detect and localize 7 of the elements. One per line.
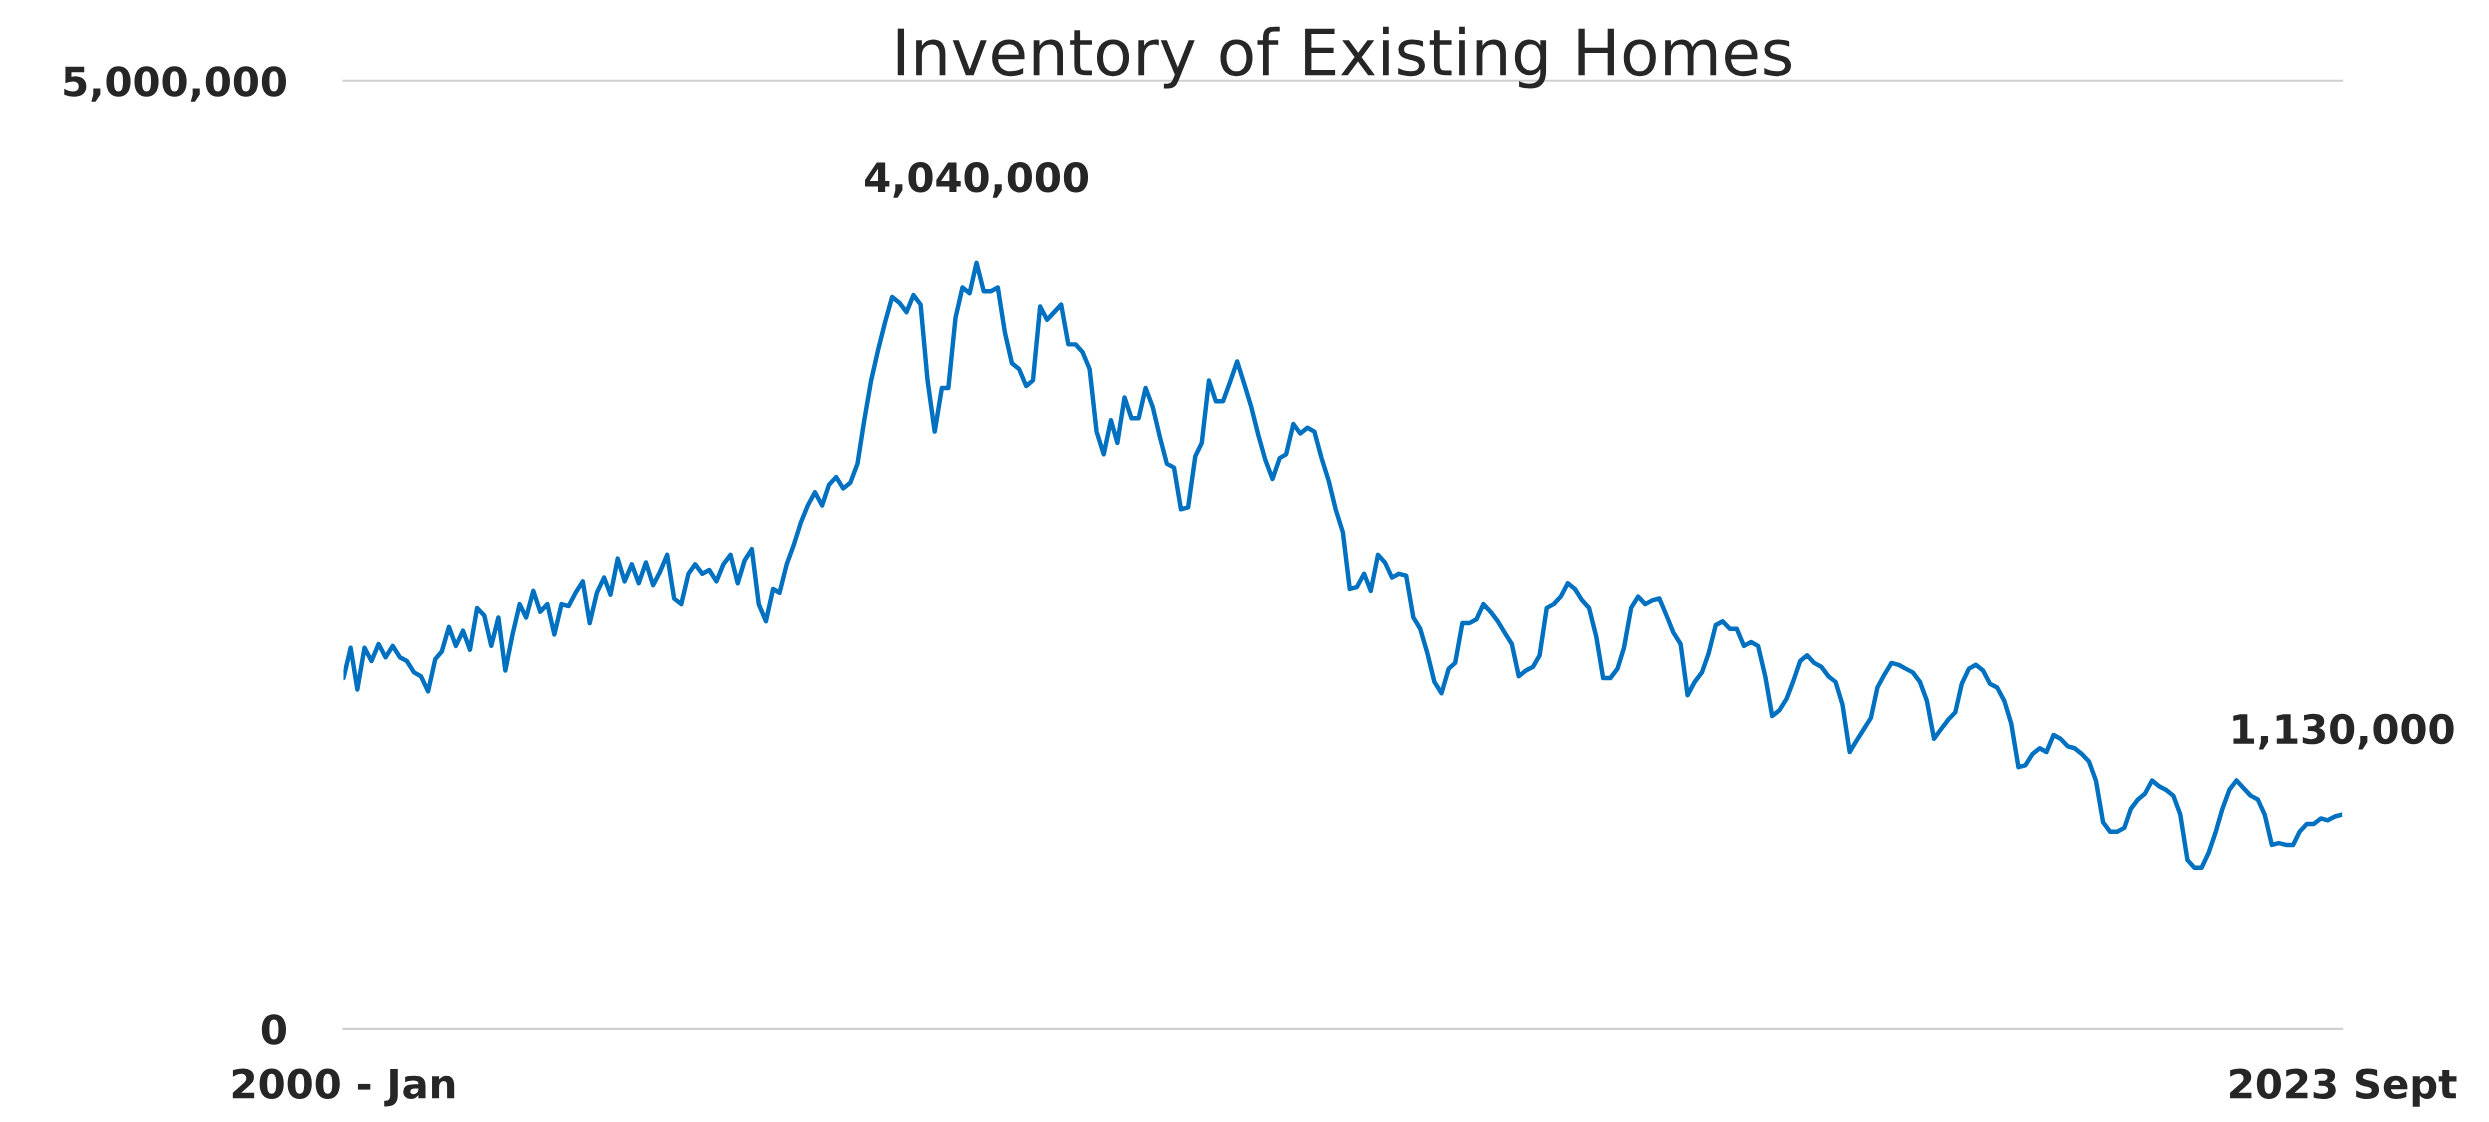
- y-tick-label: 0: [261, 1014, 286, 1045]
- annotation: 4,040,000: [864, 162, 1089, 198]
- x-tick-label: 2000 - Jan: [232, 1068, 455, 1107]
- annotation: 1,130,000: [2233, 713, 2454, 750]
- chart-title: Inventory of Existing Homes: [897, 26, 1792, 89]
- y-tick-label: 5,000,000: [64, 66, 287, 102]
- x-tick-label: 2023 Sept: [2230, 1068, 2457, 1107]
